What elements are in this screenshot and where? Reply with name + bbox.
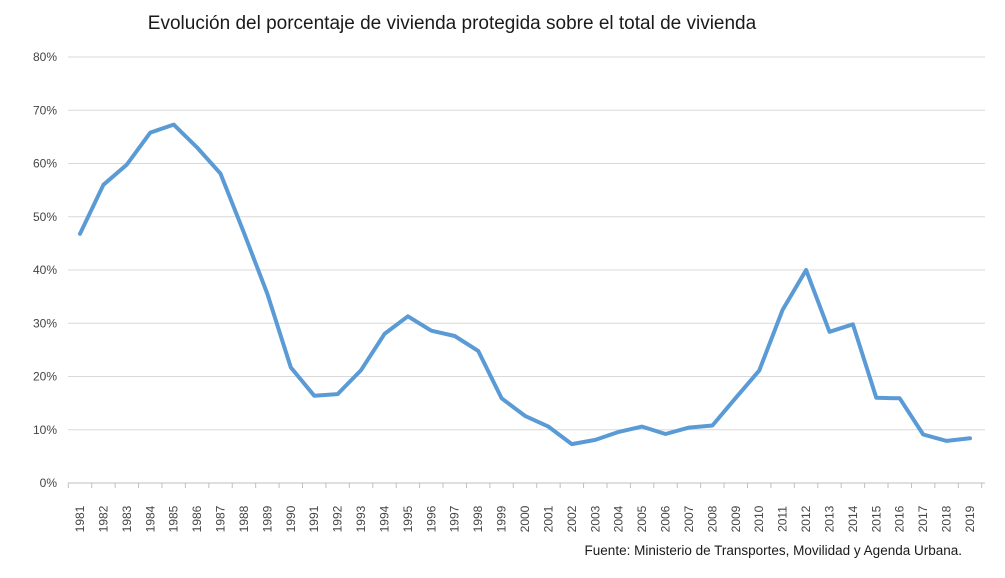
data-point xyxy=(359,368,363,372)
x-tick-label: 1982 xyxy=(96,505,110,532)
series xyxy=(78,122,972,447)
data-point xyxy=(101,183,105,187)
data-point xyxy=(710,423,714,427)
x-tick-label: 2019 xyxy=(963,505,977,532)
x-tick-label: 2007 xyxy=(682,505,696,532)
data-point xyxy=(219,172,223,176)
data-point xyxy=(874,396,878,400)
x-tick-label: 2015 xyxy=(869,505,883,532)
x-tick-label: 2012 xyxy=(799,505,813,532)
data-point xyxy=(195,146,199,150)
x-tick-label: 2018 xyxy=(940,505,954,532)
data-point xyxy=(406,314,410,318)
y-tick-label: 20% xyxy=(33,370,57,384)
x-tick-label: 2013 xyxy=(822,505,836,532)
data-point xyxy=(500,396,504,400)
x-tick-label: 2008 xyxy=(705,505,719,532)
data-point xyxy=(968,436,972,440)
x-tick-label: 1990 xyxy=(284,505,298,532)
data-point xyxy=(664,432,668,436)
data-point xyxy=(570,442,574,446)
y-axis: 0% 10% 20% 30% 40% 50% 60% 70% 80% xyxy=(33,50,57,490)
x-tick-label: 1995 xyxy=(401,505,415,532)
data-point xyxy=(804,268,808,272)
y-tick-label: 10% xyxy=(33,423,57,437)
gridlines xyxy=(68,56,985,431)
data-point xyxy=(429,329,433,333)
y-tick-label: 0% xyxy=(40,476,58,490)
x-tick-label: 2001 xyxy=(541,505,555,532)
x-tick-label: 2000 xyxy=(518,505,532,532)
x-tick-label: 1987 xyxy=(214,505,228,532)
x-tick-label: 1985 xyxy=(167,505,181,532)
data-point xyxy=(781,308,785,312)
data-point xyxy=(336,392,340,396)
x-tick-label: 1986 xyxy=(190,505,204,532)
x-tick-label: 2016 xyxy=(893,505,907,532)
data-point xyxy=(945,439,949,443)
x-tick-label: 2010 xyxy=(752,505,766,532)
y-tick-label: 70% xyxy=(33,103,57,117)
y-tick-label: 50% xyxy=(33,210,57,224)
data-point xyxy=(312,394,316,398)
x-tick-label: 1989 xyxy=(260,505,274,532)
y-tick-label: 60% xyxy=(33,157,57,171)
data-point xyxy=(476,349,480,353)
data-point xyxy=(898,396,902,400)
x-tick-label: 1983 xyxy=(120,505,134,532)
y-tick-label: 30% xyxy=(33,316,57,330)
x-tick-label: 1988 xyxy=(237,505,251,532)
data-point xyxy=(289,365,293,369)
data-point xyxy=(523,414,527,418)
x-tick-label: 1999 xyxy=(495,505,509,532)
data-point xyxy=(617,430,621,434)
data-point xyxy=(851,322,855,326)
series-line xyxy=(78,122,972,447)
data-point xyxy=(687,426,691,430)
x-tick-label: 2006 xyxy=(659,505,673,532)
data-point xyxy=(546,425,550,429)
data-point xyxy=(125,163,129,167)
x-tick-label: 2014 xyxy=(846,505,860,532)
data-point xyxy=(382,332,386,336)
data-point xyxy=(148,131,152,135)
data-point xyxy=(453,334,457,338)
x-tick-label: 2004 xyxy=(612,505,626,532)
chart-title: Evolución del porcentaje de vivienda pro… xyxy=(148,13,757,34)
x-tick-label: 2017 xyxy=(916,505,930,532)
data-point xyxy=(593,438,597,442)
x-tick-label: 2003 xyxy=(588,505,602,532)
y-tick-label: 40% xyxy=(33,263,57,277)
x-axis: 1981 1982 1983 1984 1985 1986 1987 1988 1989 1990… xyxy=(67,483,983,532)
x-tick-label: 1993 xyxy=(354,505,368,532)
x-tick-label: 1994 xyxy=(377,505,391,532)
data-point xyxy=(757,369,761,373)
x-tick-label: 2011 xyxy=(776,506,790,532)
x-tick-label: 1991 xyxy=(307,505,321,532)
data-point xyxy=(265,292,269,296)
data-point xyxy=(78,232,82,236)
x-tick-label: 2009 xyxy=(729,505,743,532)
x-tick-label: 1997 xyxy=(448,505,462,532)
data-point xyxy=(242,231,246,235)
y-tick-label: 80% xyxy=(33,50,57,64)
data-point xyxy=(640,425,644,429)
data-point xyxy=(734,396,738,400)
x-tick-label: 1996 xyxy=(424,505,438,532)
x-tick-label: 2002 xyxy=(565,505,579,532)
x-tick-label: 2005 xyxy=(635,505,649,532)
x-tick-label: 1998 xyxy=(471,505,485,532)
x-tick-label: 1992 xyxy=(331,505,345,532)
x-tick-label: 1984 xyxy=(143,505,157,532)
data-point xyxy=(827,330,831,334)
x-tick-label: 1981 xyxy=(73,505,87,532)
chart-source-note: Fuente: Ministerio de Transportes, Movil… xyxy=(585,543,962,558)
data-point xyxy=(921,433,925,437)
data-point xyxy=(172,123,176,127)
